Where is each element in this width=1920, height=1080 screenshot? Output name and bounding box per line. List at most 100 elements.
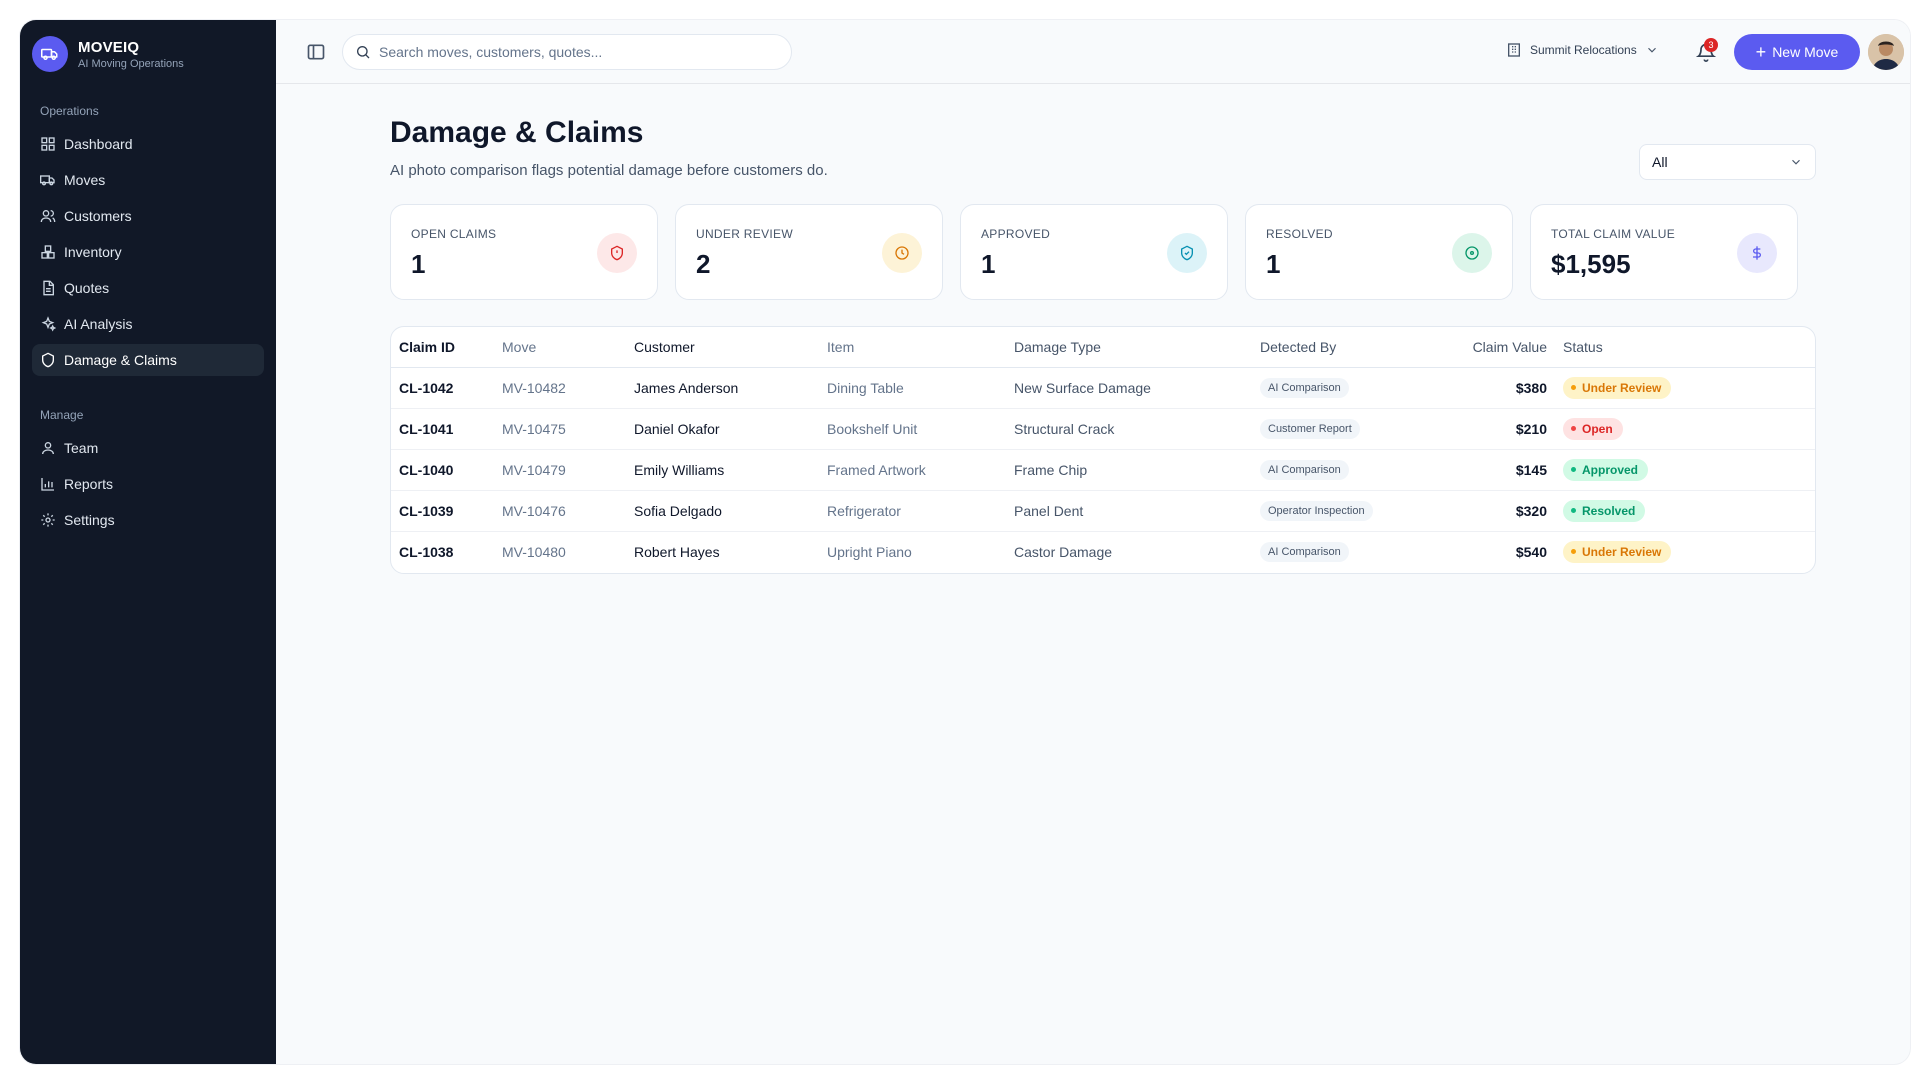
plus-icon: + <box>1755 42 1767 62</box>
stat-card-open-claims: OPEN CLAIMS 1 <box>390 204 658 300</box>
bar-chart-icon <box>41 478 54 491</box>
claim-id-cell: CL-1038 <box>399 543 454 560</box>
sidebar-toggle-icon[interactable] <box>306 42 326 62</box>
status-badge: Approved <box>1563 458 1649 481</box>
search-bar[interactable] <box>342 34 792 70</box>
claims-table-body: CL-1042 MV-10482 James Anderson Dining Tabl… <box>391 367 1815 572</box>
column-header-damage-type[interactable]: Damage Type <box>1014 327 1260 368</box>
claim-value-cell: $210 <box>1450 408 1547 450</box>
stat-card-under-review: UNDER REVIEW 2 <box>675 204 943 300</box>
boxes-icon <box>41 245 55 259</box>
sidebar-item-inventory[interactable]: Inventory <box>32 236 264 268</box>
sidebar-item-quotes[interactable]: Quotes <box>32 272 264 304</box>
column-header-claim-value[interactable]: Claim Value <box>1450 327 1547 368</box>
dashboard-icon <box>41 137 55 151</box>
column-header-claim-id[interactable]: Claim ID <box>391 327 502 368</box>
user-icon <box>42 442 54 455</box>
sparkles-icon <box>41 316 56 332</box>
move-cell: MV-10475 <box>502 408 634 450</box>
table-row[interactable]: CL-1039 MV-10476 Sofia Delgado Refrigerator… <box>391 490 1815 532</box>
brand[interactable]: MOVEIQ AI Moving Operations <box>32 36 184 72</box>
status-label: Open <box>1582 421 1613 436</box>
detected-by-cell: AI Comparison <box>1260 531 1450 572</box>
claims-table: Claim ID Move Customer Item Damage Type … <box>390 326 1816 574</box>
stat-value: 1 <box>1266 249 1281 279</box>
table-row[interactable]: CL-1042 MV-10482 James Anderson Dining Tabl… <box>391 367 1815 409</box>
column-header-status[interactable]: Status <box>1547 327 1815 368</box>
gear-icon <box>41 513 55 527</box>
table-row[interactable]: CL-1038 MV-10480 Robert Hayes Upright Piano… <box>391 531 1815 572</box>
claim-id-cell: CL-1039 <box>391 490 502 532</box>
status-label: Resolved <box>1582 503 1636 518</box>
claim-value-cell: $540 <box>1515 543 1547 560</box>
stat-label: APPROVED <box>981 227 1051 241</box>
status-cell: Open <box>1547 408 1815 450</box>
sidebar-item-reports[interactable]: Reports <box>32 468 264 500</box>
dollar-icon <box>1737 233 1777 273</box>
avatar[interactable] <box>1868 34 1904 70</box>
sidebar-item-label: Moves <box>64 172 106 188</box>
detected-by-cell: Operator Inspection <box>1260 490 1450 532</box>
status-cell: Approved <box>1547 449 1815 491</box>
stat-value: $1,595 <box>1551 249 1631 279</box>
nav-manage: Team Reports Settings <box>32 432 264 540</box>
stat-label: TOTAL CLAIM VALUE <box>1551 227 1676 241</box>
sidebar-item-customers[interactable]: Customers <box>32 200 264 232</box>
main-area: Summit Relocations 3 + New Move Damage &… <box>276 20 1910 1064</box>
customer-cell: James Anderson <box>634 367 827 409</box>
damage-type-cell: New Surface Damage <box>1014 367 1260 409</box>
column-header-item[interactable]: Item <box>827 327 1014 368</box>
sidebar-item-team[interactable]: Team <box>32 432 264 464</box>
column-header-customer[interactable]: Customer <box>634 327 827 368</box>
move-cell: MV-10479 <box>502 449 634 491</box>
damage-type-cell: Castor Damage <box>1014 543 1113 560</box>
claim-id-cell: CL-1041 <box>391 408 502 450</box>
new-move-button[interactable]: + New Move <box>1734 34 1860 70</box>
table-header-row: Claim ID Move Customer Item Damage Type … <box>391 327 1815 368</box>
sidebar-item-label: Inventory <box>64 244 122 260</box>
search-input[interactable] <box>379 44 779 60</box>
sidebar-item-label: Settings <box>64 512 115 528</box>
sidebar-item-damage-claims[interactable]: Damage & Claims <box>32 344 264 376</box>
status-label: Under Review <box>1582 380 1662 395</box>
item-cell: Refrigerator <box>827 490 1014 532</box>
shield-check-icon <box>1167 233 1207 273</box>
status-dot-icon <box>1571 549 1576 555</box>
claim-value-cell: $320 <box>1450 490 1547 532</box>
status-dot-icon <box>1571 508 1576 513</box>
shield-icon <box>42 352 54 368</box>
move-cell: MV-10480 <box>502 543 566 560</box>
damage-type-cell: Frame Chip <box>1014 449 1260 491</box>
clock-icon <box>882 233 922 273</box>
sidebar-item-label: Reports <box>64 476 114 492</box>
stat-value: 1 <box>981 249 996 279</box>
detected-by-badge: AI Comparison <box>1260 377 1349 398</box>
new-move-label: New Move <box>1772 44 1839 60</box>
sidebar-item-ai-analysis[interactable]: AI Analysis <box>32 308 264 340</box>
truck-icon <box>40 175 55 186</box>
company-name: Summit Relocations <box>1530 43 1637 57</box>
table-row[interactable]: CL-1041 MV-10475 Daniel Okafor Bookshelf Un… <box>391 408 1815 450</box>
sidebar-item-label: AI Analysis <box>64 316 133 332</box>
sidebar-item-dashboard[interactable]: Dashboard <box>32 128 264 160</box>
filter-value: All <box>1652 154 1668 170</box>
sidebar-item-settings[interactable]: Settings <box>32 504 264 536</box>
stat-label: UNDER REVIEW <box>696 227 793 241</box>
status-label: Under Review <box>1582 544 1662 559</box>
claim-id-cell: CL-1042 <box>391 367 502 409</box>
users-icon <box>40 210 56 223</box>
detected-by-cell: Customer Report <box>1260 408 1450 450</box>
sidebar-item-moves[interactable]: Moves <box>32 164 264 196</box>
search-icon <box>357 46 370 59</box>
column-header-move[interactable]: Move <box>502 327 634 368</box>
customer-cell: Sofia Delgado <box>634 490 827 532</box>
status-cell: Under Review <box>1547 531 1815 572</box>
company-switcher[interactable]: Summit Relocations <box>1506 42 1659 58</box>
status-badge: Under Review <box>1563 376 1672 399</box>
column-header-detected-by[interactable]: Detected By <box>1260 327 1450 368</box>
status-filter-select[interactable]: All <box>1639 144 1816 180</box>
status-badge: Open <box>1563 417 1623 440</box>
table-row[interactable]: CL-1040 MV-10479 Emily Williams Framed Artw… <box>391 449 1815 491</box>
status-badge: Resolved <box>1563 499 1646 522</box>
status-dot-icon <box>1571 385 1576 390</box>
